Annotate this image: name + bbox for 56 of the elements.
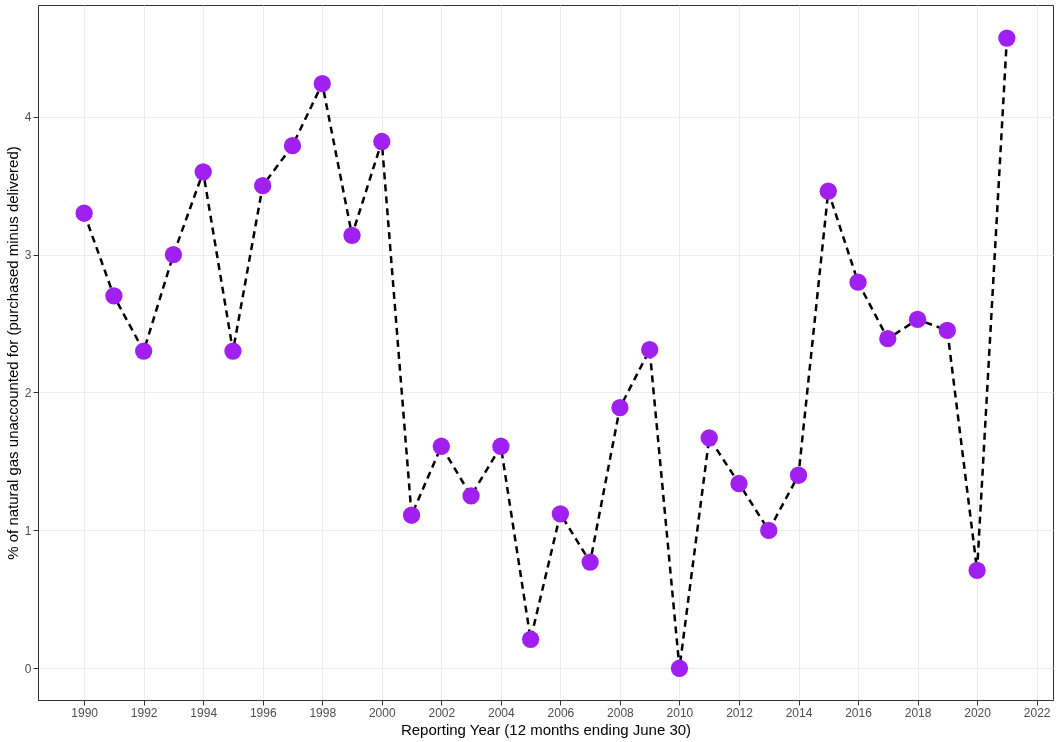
point [700, 429, 718, 447]
point [432, 437, 450, 455]
point [402, 506, 421, 524]
x-tick-label: 2022 [1023, 705, 1051, 720]
point [938, 321, 956, 340]
x-tick-label: 2008 [607, 705, 635, 720]
x-tick-label: 1998 [309, 705, 337, 720]
x-tick-label: 2020 [964, 705, 992, 720]
point [343, 226, 361, 244]
x-tick-label: 1994 [190, 705, 218, 720]
point [313, 74, 331, 93]
point [462, 487, 480, 505]
point [879, 330, 897, 348]
y-axis-title: % of natural gas unaccounted for (purchased minus delivered) [3, 146, 21, 560]
x-axis-title: Reporting Year (12 months ending June 30) [400, 720, 692, 738]
x-tick-label: 2010 [666, 705, 694, 720]
point [194, 163, 212, 181]
point [581, 553, 599, 571]
x-tick-label: 2016 [845, 705, 873, 720]
y-tick-label: 2 [24, 385, 32, 400]
point [521, 630, 540, 648]
y-tick-label: 0 [24, 661, 32, 676]
point [968, 561, 986, 580]
point [998, 29, 1016, 47]
x-tick-label: 2012 [726, 705, 754, 720]
point [551, 505, 570, 523]
point [819, 182, 837, 200]
point [670, 659, 689, 677]
point [760, 521, 778, 540]
point [849, 273, 867, 291]
point [730, 474, 748, 493]
x-tick-label: 2000 [368, 705, 396, 720]
point [373, 132, 391, 151]
point [908, 310, 927, 329]
y-tick-label: 3 [24, 248, 32, 263]
x-tick-label: 1992 [130, 705, 158, 720]
x-tick-label: 2018 [904, 705, 932, 720]
y-tick-label: 4 [24, 110, 32, 125]
x-tick-label: 2014 [785, 705, 813, 720]
point [641, 341, 659, 359]
point [254, 177, 272, 195]
point [105, 287, 123, 305]
point [75, 204, 93, 222]
x-tick-label: 2004 [488, 705, 516, 720]
point [492, 437, 510, 455]
point [789, 466, 808, 484]
x-tick-label: 2006 [547, 705, 575, 720]
x-tick-label: 2002 [428, 705, 456, 720]
point [135, 342, 153, 360]
x-tick-label: 1990 [71, 705, 99, 720]
point [224, 342, 242, 360]
x-tick-label: 1996 [249, 705, 277, 720]
point [164, 245, 183, 264]
y-tick-label: 1 [24, 523, 32, 538]
point [611, 399, 629, 417]
point [283, 137, 302, 155]
